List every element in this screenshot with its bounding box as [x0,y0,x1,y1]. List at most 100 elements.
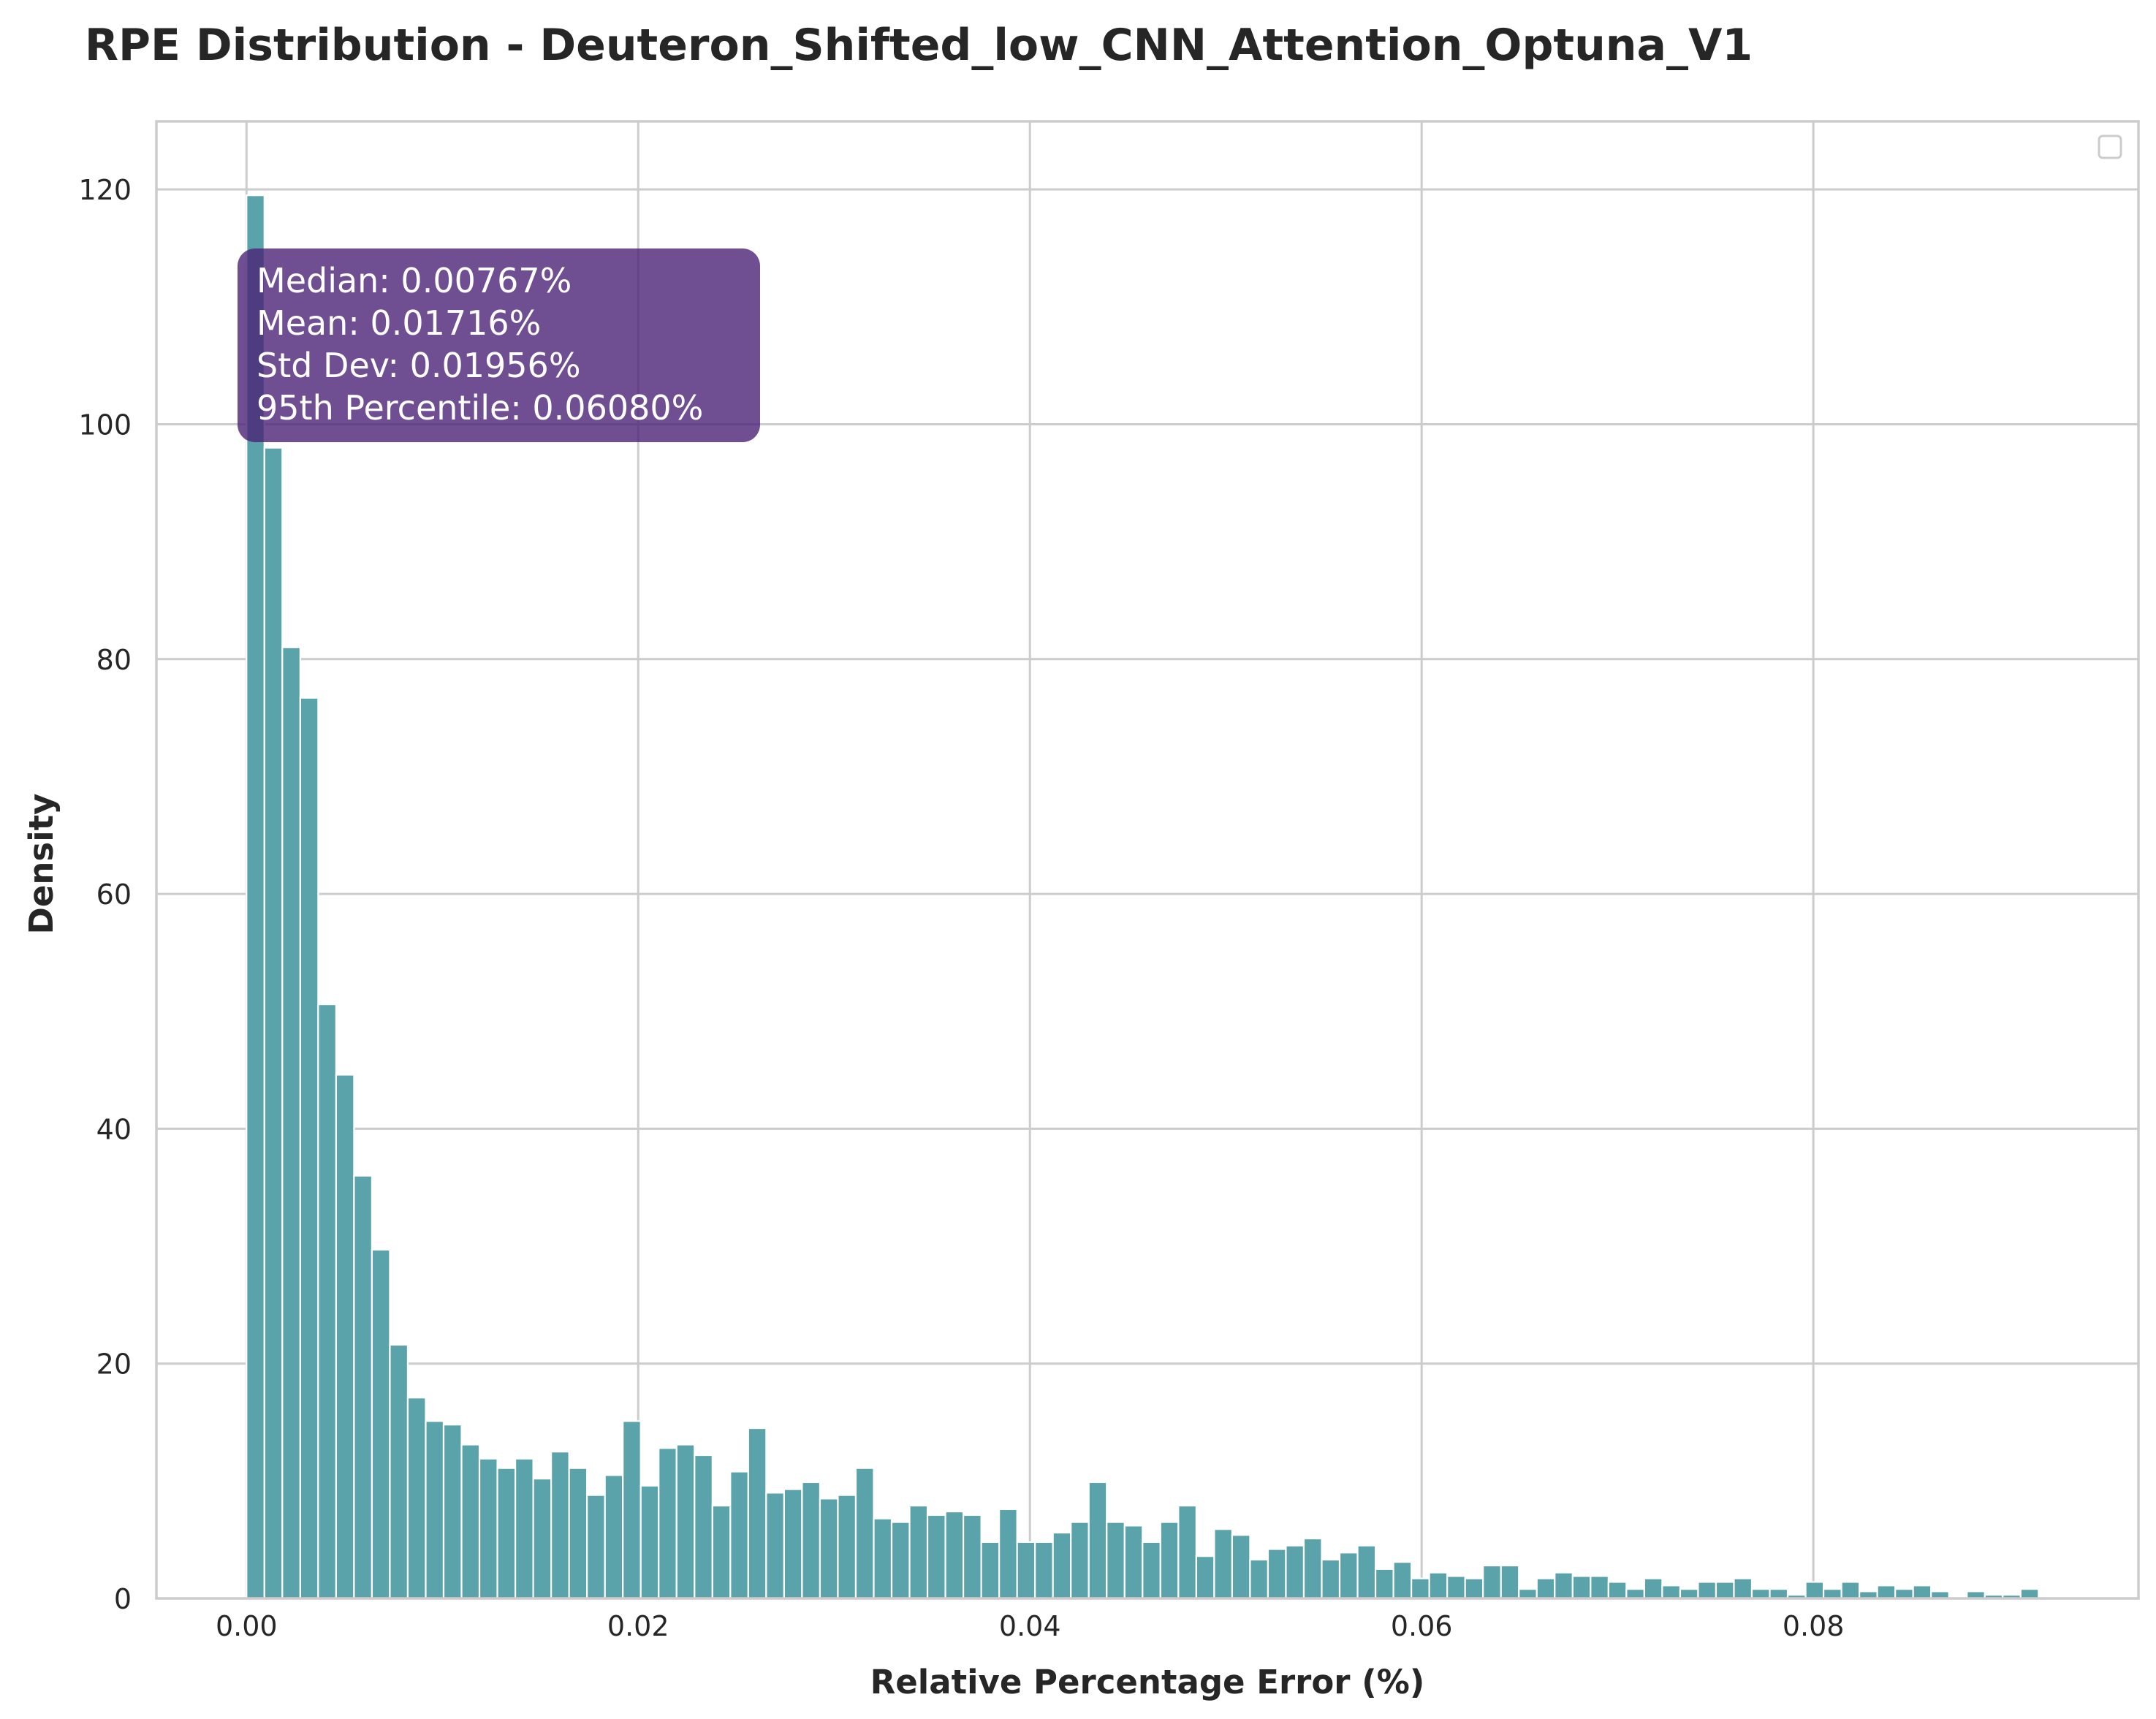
histogram-bar [1840,1581,1861,1600]
histogram-bar [890,1521,911,1600]
stats-box-background [238,248,760,442]
histogram-bar [747,1427,767,1600]
histogram-bar [1088,1481,1108,1600]
histogram-bar [944,1511,965,1600]
histogram-bar [873,1517,893,1600]
histogram-bar [317,1003,337,1600]
y-tick-label: 60 [96,879,132,911]
histogram-bar [1697,1581,1717,1600]
histogram-bar [1822,1588,1842,1600]
histogram-bar [1411,1577,1430,1600]
histogram-bar [1571,1575,1592,1600]
histogram-bar [729,1471,749,1600]
chart-title: RPE Distribution - Deuteron_Shifted_low_… [85,20,1753,71]
histogram-bar [1733,1577,1753,1600]
histogram-bar [980,1541,1001,1600]
histogram-bar [406,1397,427,1600]
y-tick-label: 80 [96,644,132,676]
histogram-bar [1123,1525,1144,1600]
histogram-bar [1482,1564,1502,1600]
x-tick-label: 0.00 [216,1610,278,1642]
stats-95th-percentile: 95th Percentile: 0.06080% [257,388,703,428]
histogram-bar [1285,1544,1305,1600]
histogram-bar [568,1467,588,1600]
histogram-bar [1679,1588,1699,1600]
histogram-bar [335,1074,355,1600]
histogram-bar [962,1514,982,1600]
histogram-bar [1625,1588,1645,1600]
histogram-bar [371,1248,391,1600]
histogram-bar [1177,1504,1197,1600]
histogram-bar [908,1504,929,1600]
stats-std-dev: Std Dev: 0.01956% [257,346,581,385]
histogram-bar [1159,1521,1180,1600]
histogram-bar [299,697,319,1600]
x-tick-label: 0.02 [607,1610,669,1642]
histogram-bar [1518,1588,1538,1600]
histogram-bar [532,1478,553,1600]
histogram-bar [1446,1575,1466,1600]
stats-median: Median: 0.00767% [257,261,572,300]
histogram-bar [1106,1521,1126,1600]
histogram-bar [1804,1581,1825,1600]
y-axis-label: Density [22,794,61,935]
histogram-bar [1052,1531,1072,1600]
histogram-bar [2019,1588,2040,1600]
histogram-bar [514,1457,534,1600]
histogram-bar [1231,1534,1251,1600]
histogram-bar [1016,1541,1036,1600]
histogram-bar [783,1488,803,1600]
histogram-bar [658,1447,677,1600]
histogram-bar [460,1443,481,1600]
histogram-bar [1249,1558,1269,1600]
histogram-bar [1464,1577,1484,1600]
histogram-bar [1715,1581,1735,1600]
histogram-bar [389,1343,409,1600]
histogram-bar [1750,1588,1771,1600]
histogram-bar [478,1457,498,1600]
histogram-bar [442,1424,463,1600]
x-axis-label: Relative Percentage Error (%) [870,1663,1425,1701]
histogram-bar [639,1484,660,1600]
histogram-bar [1428,1571,1449,1600]
y-tick-label: 40 [96,1113,132,1145]
histogram-bar [1302,1537,1323,1600]
histogram-bar [496,1467,517,1600]
plot-frame [155,120,2140,1600]
stats-mean: Mean: 0.01716% [257,303,541,343]
histogram-bar [1356,1544,1377,1600]
histogram-bar [1267,1548,1287,1600]
histogram-bar [425,1420,445,1600]
histogram-bar [1536,1577,1556,1600]
histogram-bar [819,1498,839,1600]
histogram-bar [1894,1588,1914,1600]
histogram-bar [263,447,284,1600]
y-tick-label: 100 [78,409,132,441]
x-tick-label: 0.06 [1391,1610,1453,1642]
y-tick-label: 20 [96,1348,132,1381]
x-tick-label: 0.08 [1783,1610,1845,1642]
histogram-bar [711,1504,732,1600]
histogram-bar [1321,1558,1341,1600]
histogram-bar [281,646,301,1600]
histogram-bar [998,1508,1018,1600]
histogram-bar [765,1492,785,1600]
histogram-bar [1392,1561,1413,1600]
histogram-bar [854,1467,875,1600]
y-tick-label: 0 [114,1583,132,1615]
x-tick-label: 0.04 [999,1610,1061,1642]
histogram-bar [1661,1585,1682,1600]
legend-box [2098,134,2122,159]
histogram-bar [622,1420,642,1600]
histogram-bar [1876,1585,1897,1600]
histogram-bar [1195,1555,1215,1600]
x-tick-labels: 0.00 0.02 0.04 0.06 0.08 [216,1610,1844,1642]
y-tick-labels: 0 20 40 60 80 100 120 [78,174,132,1615]
histogram-bar [1500,1564,1520,1600]
histogram-bar [1338,1552,1359,1600]
histogram-bar [675,1443,696,1600]
histogram-bar [1769,1588,1789,1600]
histogram-bar [353,1175,373,1600]
histogram-bar [837,1494,857,1600]
